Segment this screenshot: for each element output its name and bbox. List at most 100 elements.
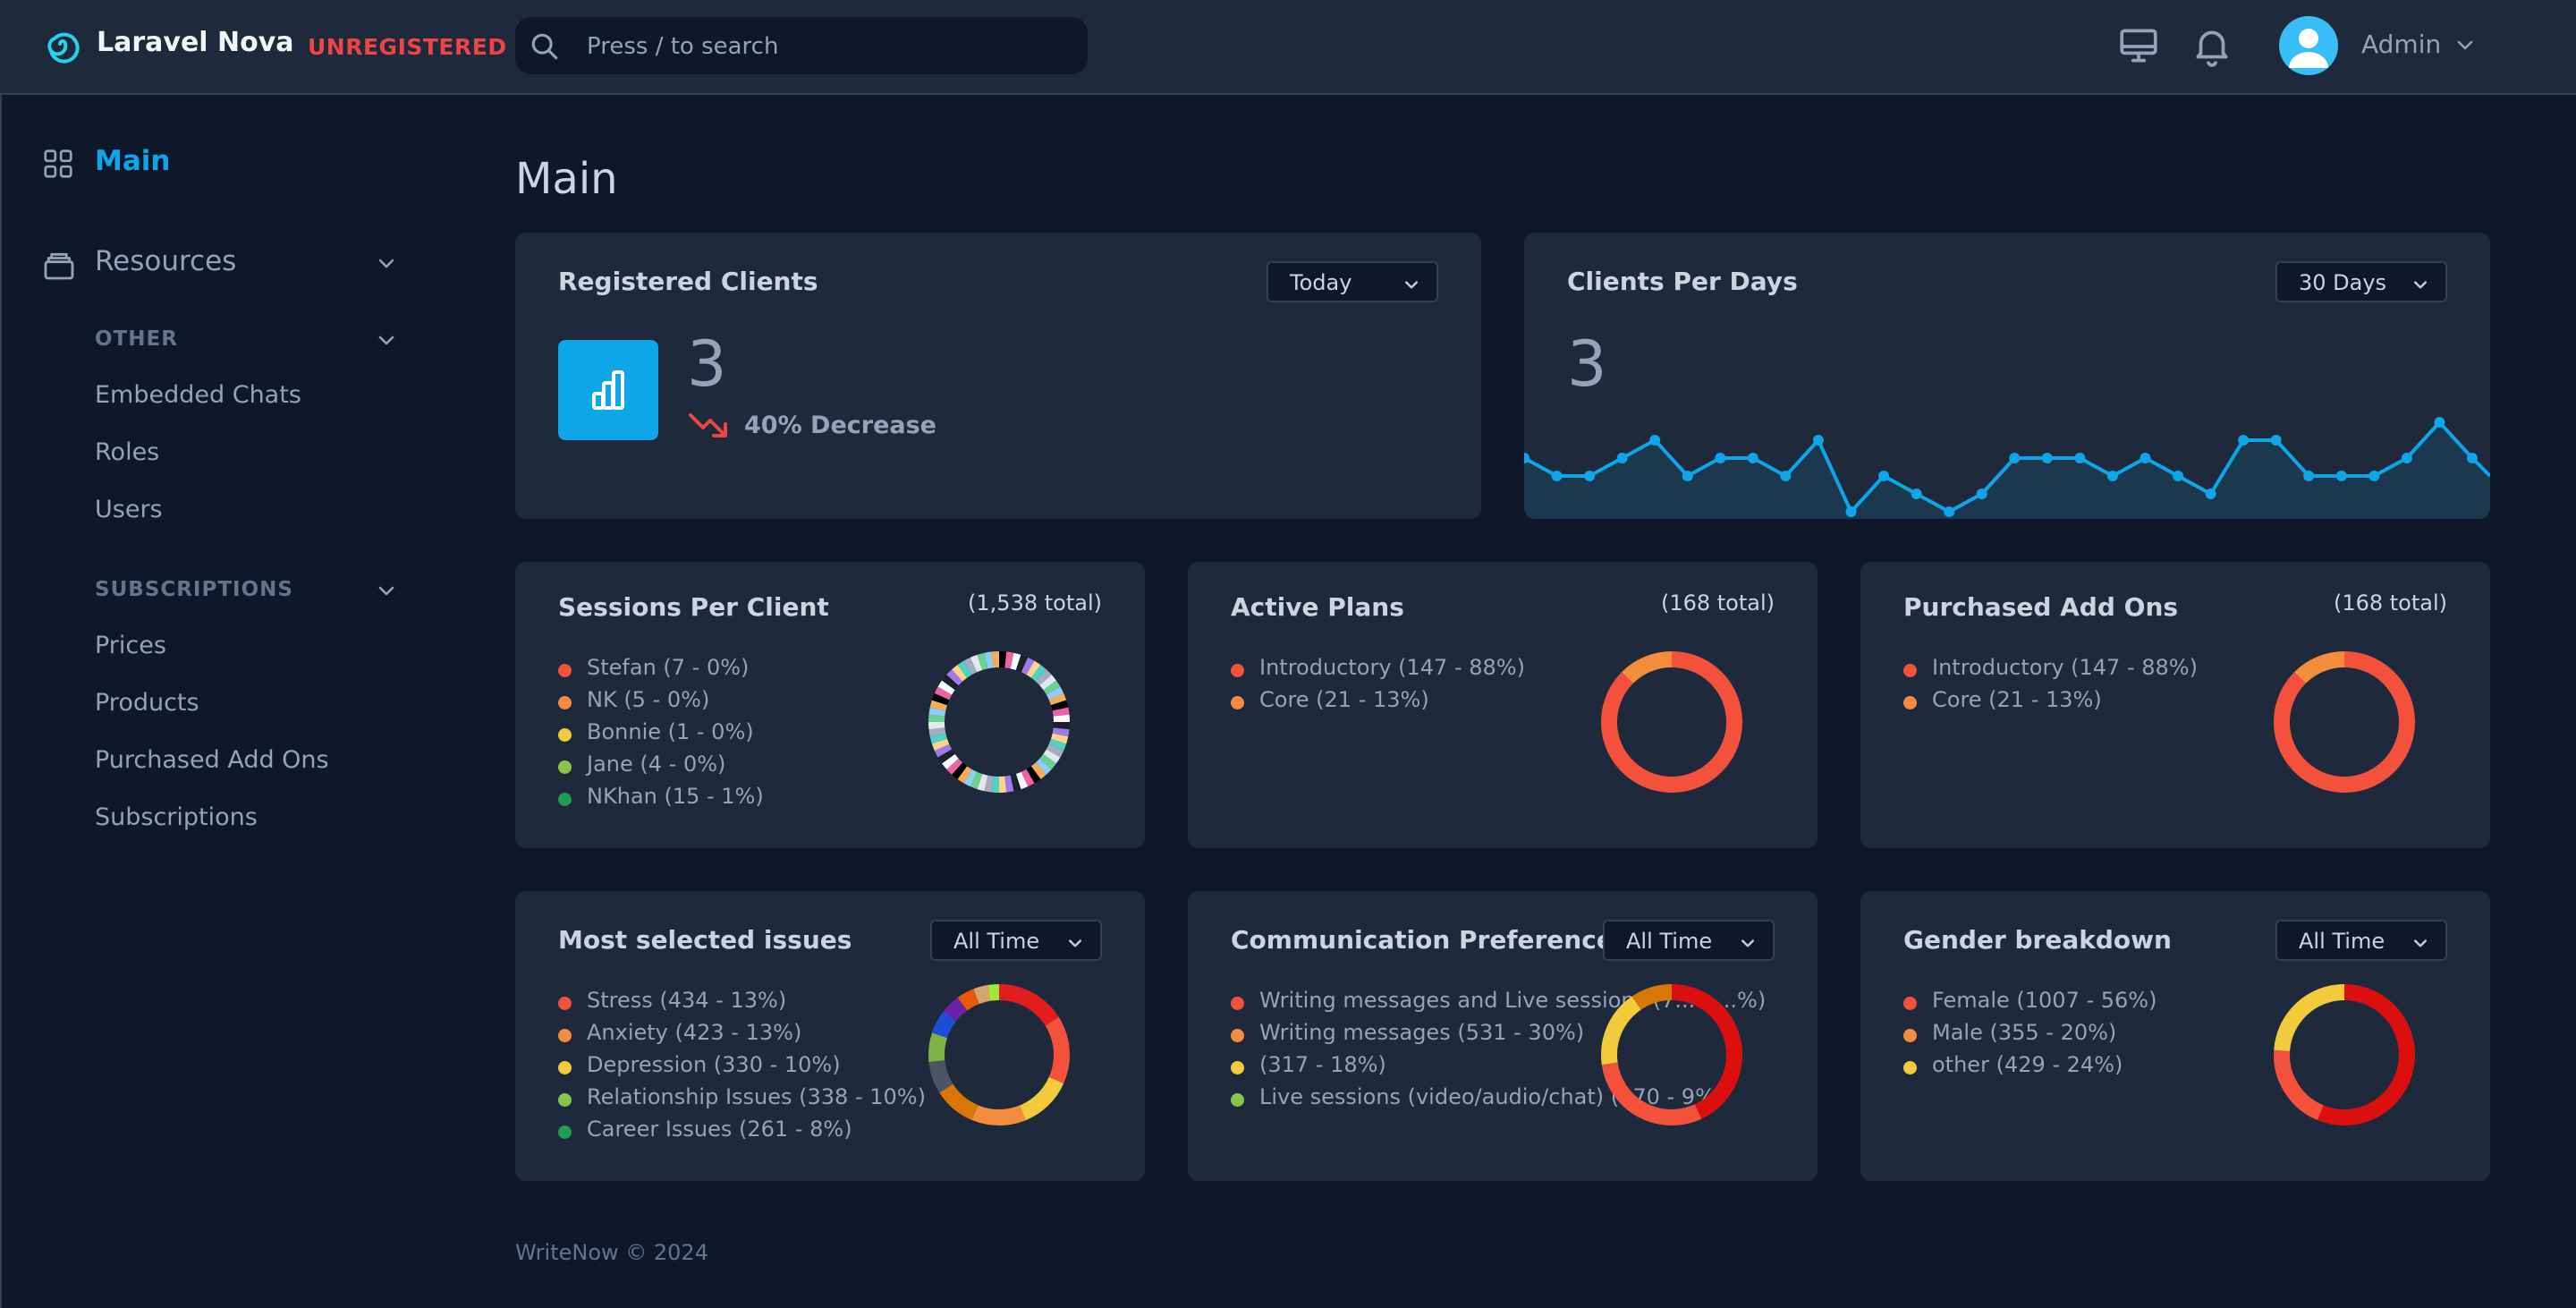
sidebar-item-subscriptions[interactable]: Subscriptions: [95, 803, 258, 831]
donut-segment: [970, 771, 983, 790]
legend-swatch: [558, 997, 572, 1010]
donut-segment: [931, 738, 950, 752]
donut-segment: [1601, 1062, 1702, 1125]
avatar[interactable]: [2279, 16, 2338, 75]
card-title: Communication Preferences: [1231, 925, 1629, 955]
sidebar-item-main[interactable]: Main: [41, 138, 399, 186]
sidebar-group-subscriptions[interactable]: SUBSCRIPTIONS: [95, 578, 293, 601]
legend-swatch: [1903, 696, 1917, 709]
range-select-value: All Time: [1626, 929, 1713, 954]
bell-icon[interactable]: [2190, 23, 2234, 68]
page-title: Main: [515, 154, 618, 204]
donut-segment: [929, 733, 948, 744]
legend-label: Stefan (7 - 0%): [587, 655, 750, 680]
legend-label: Core (21 - 13%): [1932, 687, 2102, 712]
legend-swatch: [558, 760, 572, 774]
donut-chart: [1601, 984, 1742, 1125]
range-select[interactable]: 30 Days: [2275, 261, 2447, 302]
total-count: (168 total): [1660, 590, 1775, 616]
trend-point: [2238, 435, 2250, 446]
donut-segment: [928, 1032, 948, 1062]
donut-segment: [942, 675, 959, 691]
sidebar-item-roles[interactable]: Roles: [95, 438, 160, 466]
range-select[interactable]: Today: [1267, 261, 1438, 302]
legend-label: NK (5 - 0%): [587, 687, 710, 712]
search-box[interactable]: [515, 17, 1088, 74]
total-count: (1,538 total): [968, 590, 1102, 616]
trend-point: [1551, 471, 1563, 481]
legend-swatch: [1903, 1061, 1917, 1074]
legend-label: Depression (330 - 10%): [587, 1052, 841, 1077]
sidebar-item-resources[interactable]: Resources: [41, 238, 399, 286]
trend-point: [2467, 453, 2478, 463]
brand-name[interactable]: Laravel Nova: [97, 27, 294, 58]
donut-segment: [942, 753, 959, 769]
trend-point: [2335, 471, 2347, 481]
chevron-down-icon: [2414, 939, 2427, 947]
trend-point: [1911, 488, 1922, 499]
dashboard-grid-icon: [44, 149, 72, 178]
donut-segment: [928, 1059, 953, 1093]
most-selected-issues-card: Most selected issues All Time Stress (43…: [515, 891, 1145, 1181]
donut-segment: [977, 652, 988, 671]
chevron-down-icon[interactable]: [2454, 34, 2476, 55]
search-icon: [531, 33, 558, 60]
sidebar-item-users[interactable]: Users: [95, 496, 163, 523]
range-select[interactable]: All Time: [930, 920, 1102, 961]
donut-segment: [1004, 651, 1014, 669]
donut-segment: [1021, 657, 1035, 675]
donut-segment: [1043, 680, 1061, 695]
metric-value: 3: [687, 327, 727, 401]
donut-segment: [970, 654, 983, 673]
archive-icon: [44, 252, 74, 280]
donut-segment: [1019, 1076, 1064, 1121]
trend-point: [2074, 453, 2086, 463]
donut-segment: [946, 669, 963, 686]
donut-segment: [971, 1105, 1026, 1125]
sidebar-item-purchased-add-ons[interactable]: Purchased Add Ons: [95, 746, 329, 774]
user-name[interactable]: Admin: [2361, 30, 2442, 59]
donut-segment: [1050, 700, 1069, 711]
donut-segment: [1631, 984, 1673, 1010]
donut-segment: [939, 1083, 979, 1120]
screen-icon[interactable]: [2116, 23, 2161, 68]
sidebar-item-prices[interactable]: Prices: [95, 632, 166, 659]
donut-segment: [928, 707, 946, 717]
chevron-down-icon[interactable]: [376, 252, 397, 274]
sidebar-group-other[interactable]: OTHER: [95, 327, 178, 351]
trend-point: [2106, 471, 2118, 481]
donut-segment: [1010, 773, 1021, 792]
donut-segment: [1046, 743, 1064, 758]
trend-line-chart: [1524, 417, 2490, 519]
trend-point: [1976, 488, 1987, 499]
donut-segment: [987, 984, 1000, 1001]
trend-point: [1715, 453, 1726, 463]
sidebar-item-products[interactable]: Products: [95, 689, 199, 717]
legend-swatch: [558, 728, 572, 742]
chevron-down-icon[interactable]: [376, 329, 397, 351]
sidebar-item-embedded-chats[interactable]: Embedded Chats: [95, 381, 301, 409]
trend-point: [1845, 506, 1857, 517]
chevron-down-icon[interactable]: [376, 580, 397, 601]
donut-chart: [2274, 984, 2415, 1125]
range-select[interactable]: All Time: [2275, 920, 2447, 961]
trend-text: 40% Decrease: [744, 412, 936, 439]
nova-logo-icon[interactable]: [41, 22, 84, 65]
legend-swatch: [558, 1029, 572, 1042]
search-input[interactable]: [585, 28, 1072, 65]
donut-segment: [934, 743, 953, 758]
legend-swatch: [1231, 696, 1244, 709]
donut-segment: [984, 775, 994, 793]
legend-swatch: [558, 1061, 572, 1074]
trend-point: [2173, 471, 2184, 481]
donut-chart: [1601, 651, 1742, 793]
legend-label: (317 - 18%): [1259, 1052, 1386, 1077]
total-count: (168 total): [2333, 590, 2447, 616]
range-select[interactable]: All Time: [1603, 920, 1775, 961]
donut-segment: [957, 660, 972, 678]
active-plans-card: Active Plans (168 total) Introductory (1…: [1188, 562, 1818, 848]
chevron-down-icon: [1069, 939, 1081, 947]
user-menu[interactable]: Admin: [2279, 14, 2512, 79]
donut-segment: [2274, 1049, 2325, 1121]
trend-point: [2270, 435, 2282, 446]
